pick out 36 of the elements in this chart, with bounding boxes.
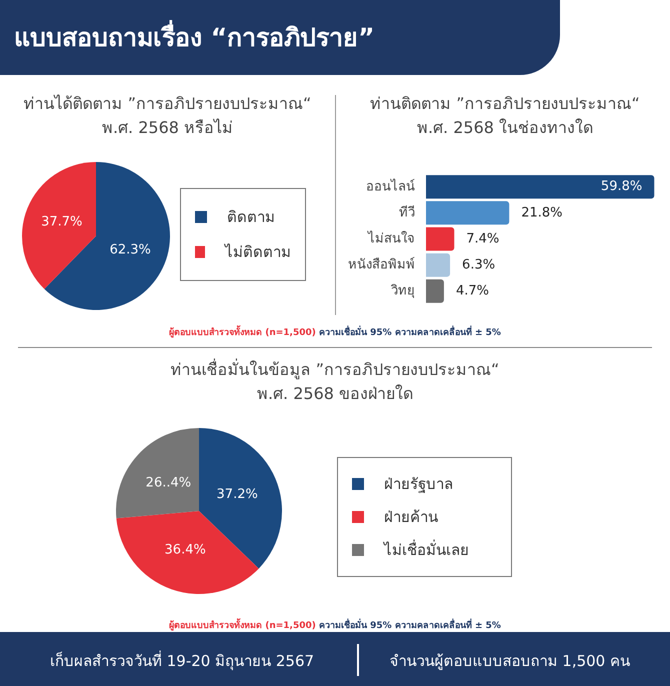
bar bbox=[426, 279, 444, 303]
y-tick-label: ไม่สนใจ bbox=[367, 230, 415, 246]
y-tick-label: ทีวี bbox=[399, 204, 415, 220]
data-label: 62.3% bbox=[110, 242, 151, 258]
y-tick-label: ออนไลน์ bbox=[366, 178, 415, 194]
chart-title: ท่านติดตาม ”การอภิปรายงบประมาณ“ bbox=[369, 93, 641, 115]
chart-subtitle: พ.ศ. 2568 ในช่องทางใด bbox=[416, 117, 594, 139]
legend-label: ไม่ติดตาม bbox=[225, 242, 291, 264]
legend-label: ไม่เชื่อมั่นเลย bbox=[384, 538, 469, 561]
chart-subtitle: พ.ศ. 2568 ของฝ่ายใด bbox=[256, 383, 414, 405]
data-label: 7.4% bbox=[466, 231, 500, 246]
data-label: 4.7% bbox=[456, 284, 489, 299]
bar bbox=[426, 253, 450, 277]
text: จำนวนผู้ตอบแบบสอบถาม 1,500 คน bbox=[390, 651, 630, 672]
legend-label: ฝ่ายค้าน bbox=[384, 506, 438, 528]
data-label: 6.3% bbox=[462, 257, 496, 272]
data-label: 37.2% bbox=[216, 487, 258, 502]
legend-label: ฝ่ายรัฐบาล bbox=[384, 474, 453, 496]
text: ความเชื่อมั่น 95% ความคลาดเคลื่อนที่ ± 5% bbox=[318, 621, 501, 631]
chart-title: ท่านได้ติดตาม ”การอภิปรายงบประมาณ“ bbox=[22, 93, 312, 115]
bar bbox=[426, 227, 454, 251]
data-label: 21.8% bbox=[521, 205, 563, 220]
bar bbox=[426, 201, 510, 225]
chart-title: ท่านเชื่อมั่นในข้อมูล ”การอภิปรายงบประมาณ“ bbox=[170, 358, 500, 382]
data-label: 36.4% bbox=[164, 542, 206, 558]
y-tick-label: หนังสือพิมพ์ bbox=[348, 256, 415, 272]
legend-label: ติดตาม bbox=[227, 206, 275, 228]
bar bbox=[426, 175, 654, 199]
chart-subtitle: พ.ศ. 2568 หรือไม่ bbox=[100, 117, 234, 139]
data-label: 59.8% bbox=[600, 179, 642, 194]
text: เก็บผลสำรวจวันที่ 19-20 มิถุนายน 2567 bbox=[50, 650, 314, 672]
text: แบบสอบถามเรื่อง “การอภิปราย” bbox=[0, 0, 560, 75]
text: ความเชื่อมั่น 95% ความคลาดเคลื่อนที่ ± 5% bbox=[318, 328, 501, 338]
data-label: 37.7% bbox=[41, 214, 82, 230]
data-label: 26..4% bbox=[146, 475, 192, 490]
y-tick-label: วิทยุ bbox=[390, 282, 415, 299]
